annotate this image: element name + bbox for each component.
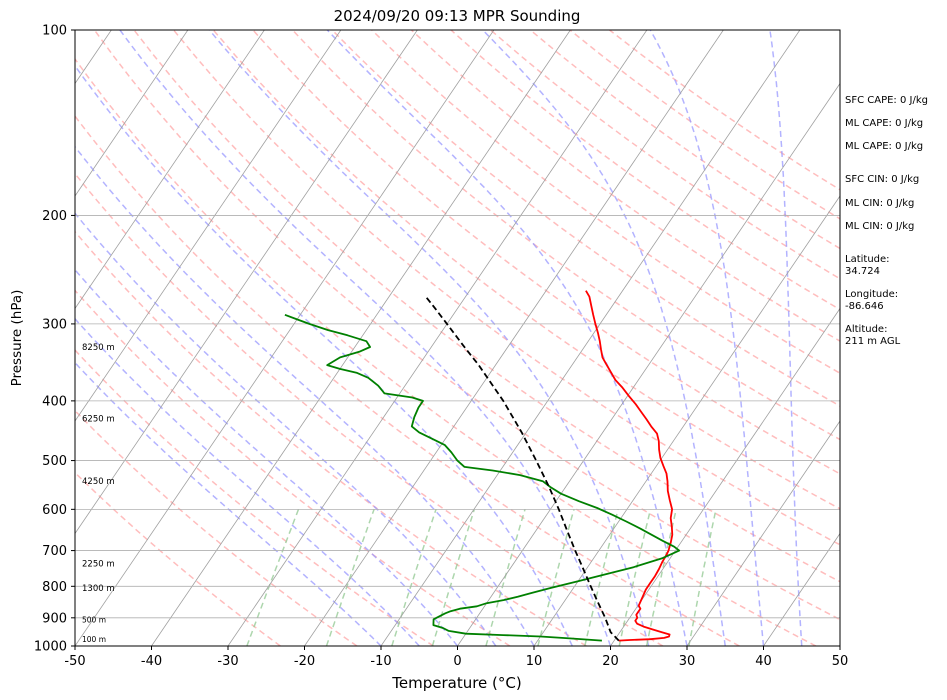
dry-adiabat [212,30,840,510]
dry-adiabat [450,30,840,311]
dry-adiabat [75,409,358,646]
temperature-line [585,290,674,642]
dry-adiabat [75,289,511,646]
dry-adiabat [93,30,840,621]
isotherm [75,30,342,422]
height-label: 4250 m [82,477,115,487]
altitude-value: 211 m AGL [845,336,901,347]
isotherm [686,420,840,646]
altitude-label: Altitude: [845,324,887,335]
dry-adiabat [75,114,740,646]
index-text: ML CIN: 0 J/kg [845,221,914,232]
isotherm [610,307,840,646]
dewpoint-line [284,313,681,642]
isotherm [227,30,648,646]
longitude-label: Longitude: [845,289,898,300]
x-tick-label: -20 [294,654,315,669]
x-tick-label: 30 [679,654,696,669]
isotherm [533,195,840,646]
index-text: ML CAPE: 0 J/kg [845,141,923,152]
y-tick-label: 1000 [34,640,67,655]
mixing-ratio-line [485,509,526,646]
moist-adiabat [75,361,382,646]
dry-adiabat [75,57,817,646]
y-tick-label: 100 [42,24,67,39]
y-tick-label: 400 [42,394,67,409]
dry-adiabat [133,30,840,583]
x-tick-label: 40 [755,654,772,669]
dry-adiabat [252,30,840,475]
y-axis-ticks: 100 200 300 400 500 600 700 800 900 1000 [34,24,75,655]
latitude-value: 34.724 [845,266,880,277]
y-tick-label: 600 [42,503,67,518]
isotherm [380,30,801,646]
x-tick-label: 20 [602,654,619,669]
y-tick-label: 900 [42,611,67,626]
y-tick-label: 200 [42,209,67,224]
dry-adiabat [291,30,840,441]
latitude-label: Latitude: [845,254,890,265]
x-tick-label: -30 [217,654,238,669]
height-label: 500 m [82,615,106,624]
isotherm [304,30,724,646]
x-tick-label: -10 [370,654,391,669]
index-text: SFC CAPE: 0 J/kg [845,95,928,106]
x-axis-label: Temperature (°C) [391,674,521,692]
mixing-ratio-line [246,509,300,646]
y-tick-label: 300 [42,317,67,332]
longitude-value: -86.646 [845,301,884,312]
dry-adiabat [75,172,664,646]
moist-adiabat [75,64,573,646]
isotherm [75,30,189,197]
x-tick-label: -50 [64,654,85,669]
isotherm [75,30,265,310]
moist-adiabat [326,30,688,646]
side-info-panel: SFC CAPE: 0 J/kg ML CAPE: 0 J/kg ML CAPE: … [845,95,928,347]
dry-adiabat [75,471,281,646]
moist-adiabat [75,212,497,646]
moist-adiabat [75,145,535,646]
moist-adiabat [75,317,420,646]
moist-adiabat [482,30,727,646]
dry-adiabat [490,30,840,280]
height-labels: 8250 m 6250 m 4250 m 2250 m 1300 m 500 m 100 m [82,343,115,644]
height-label: 6250 m [82,414,115,424]
y-axis-label: Pressure (hPa) [9,290,25,387]
background-lines [75,30,840,646]
height-label: 100 m [82,635,106,644]
height-label: 2250 m [82,560,115,570]
isotherm [763,532,840,646]
x-tick-label: 10 [526,654,543,669]
y-tick-label: 700 [42,544,67,559]
y-tick-label: 800 [42,580,67,595]
moist-adiabat [769,30,803,646]
dry-adiabat [75,230,587,646]
dry-adiabat [331,30,840,407]
moist-adiabat [649,30,765,646]
x-tick-label: 50 [832,654,849,669]
isotherm [151,30,571,646]
moist-adiabat [75,268,459,646]
x-tick-label: 0 [453,654,461,669]
index-text: ML CIN: 0 J/kg [845,198,914,209]
moist-adiabat [208,30,650,646]
dry-adiabat [173,30,840,546]
sounding-series [284,290,681,642]
moist-adiabat [119,30,612,646]
mixing-ratio-line [537,509,575,646]
chart-title: 2024/09/20 09:13 MPR Sounding [334,7,581,25]
x-tick-label: -40 [141,654,162,669]
height-label: 8250 m [82,343,115,353]
height-label: 1300 m [82,584,115,594]
y-tick-label: 500 [42,454,67,469]
x-axis-ticks: -50 -40 -30 -20 -10 0 10 20 30 40 50 [64,646,848,669]
isotherm [75,30,495,646]
index-text: SFC CIN: 0 J/kg [845,174,919,185]
parcel-line [425,297,620,642]
isotherm [457,82,840,646]
isotherm [75,30,418,535]
index-text: ML CAPE: 0 J/kg [845,118,923,129]
